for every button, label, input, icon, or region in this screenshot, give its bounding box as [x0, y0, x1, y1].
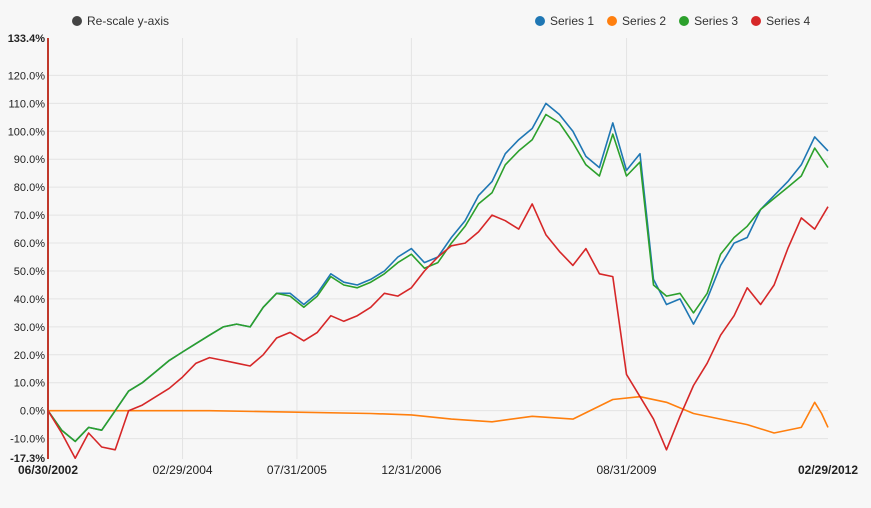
y-tick-label: 20.0%: [14, 350, 45, 362]
legend-item-series-1[interactable]: Series 1: [535, 14, 594, 28]
y-tick-label: 80.0%: [14, 182, 45, 194]
y-tick-label: 60.0%: [14, 238, 45, 250]
rescale-dot-icon[interactable]: [72, 16, 82, 26]
x-tick-label: 08/31/2009: [597, 463, 657, 477]
rescale-label: Re-scale y-axis: [87, 14, 170, 28]
y-tick-label: 110.0%: [9, 98, 46, 110]
y-tick-label: -10.0%: [10, 434, 45, 446]
legend-label: Series 2: [622, 14, 667, 28]
y-tick-label: 90.0%: [14, 154, 45, 166]
x-tick-label: 02/29/2012: [798, 463, 858, 477]
legend-dot-icon[interactable]: [679, 16, 690, 26]
series-line-1: [47, 102, 829, 443]
y-tick-label: 40.0%: [14, 294, 45, 306]
series-line-4: [47, 203, 829, 460]
legend-dot-icon[interactable]: [751, 16, 762, 26]
legend: Series 1 Series 2 Series 3 Series 4: [535, 14, 810, 28]
legend-label: Series 3: [694, 14, 739, 28]
y-tick-label: 30.0%: [14, 322, 45, 334]
x-tick-label: 02/29/2004: [152, 463, 212, 477]
legend-dot-icon[interactable]: [535, 16, 545, 26]
rescale-y-axis-toggle[interactable]: Re-scale y-axis: [72, 14, 169, 28]
legend-label: Series 1: [550, 14, 595, 28]
y-max-label: 133.4%: [8, 33, 46, 45]
legend-item-series-2[interactable]: Series 2: [607, 14, 666, 28]
y-min-label: -17.3%: [10, 453, 45, 465]
legend-item-series-3[interactable]: Series 3: [679, 14, 738, 28]
x-tick-label: 06/30/2002: [18, 463, 78, 477]
legend-item-series-4[interactable]: Series 4: [751, 14, 810, 28]
y-tick-label: 100.0%: [8, 126, 46, 138]
series-line-2: [48, 395, 829, 434]
series-line-3: [47, 113, 829, 443]
y-tick-label: 10.0%: [14, 378, 45, 390]
legend-dot-icon[interactable]: [607, 16, 618, 26]
x-tick-label: 12/31/2006: [381, 463, 441, 477]
y-tick-label: 70.0%: [14, 210, 45, 222]
legend-label: Series 4: [766, 14, 811, 28]
y-tick-label: 0.0%: [20, 406, 45, 418]
y-tick-label: 120.0%: [8, 70, 46, 82]
x-tick-label: 07/31/2005: [267, 463, 327, 477]
y-tick-label: 50.0%: [14, 266, 45, 278]
